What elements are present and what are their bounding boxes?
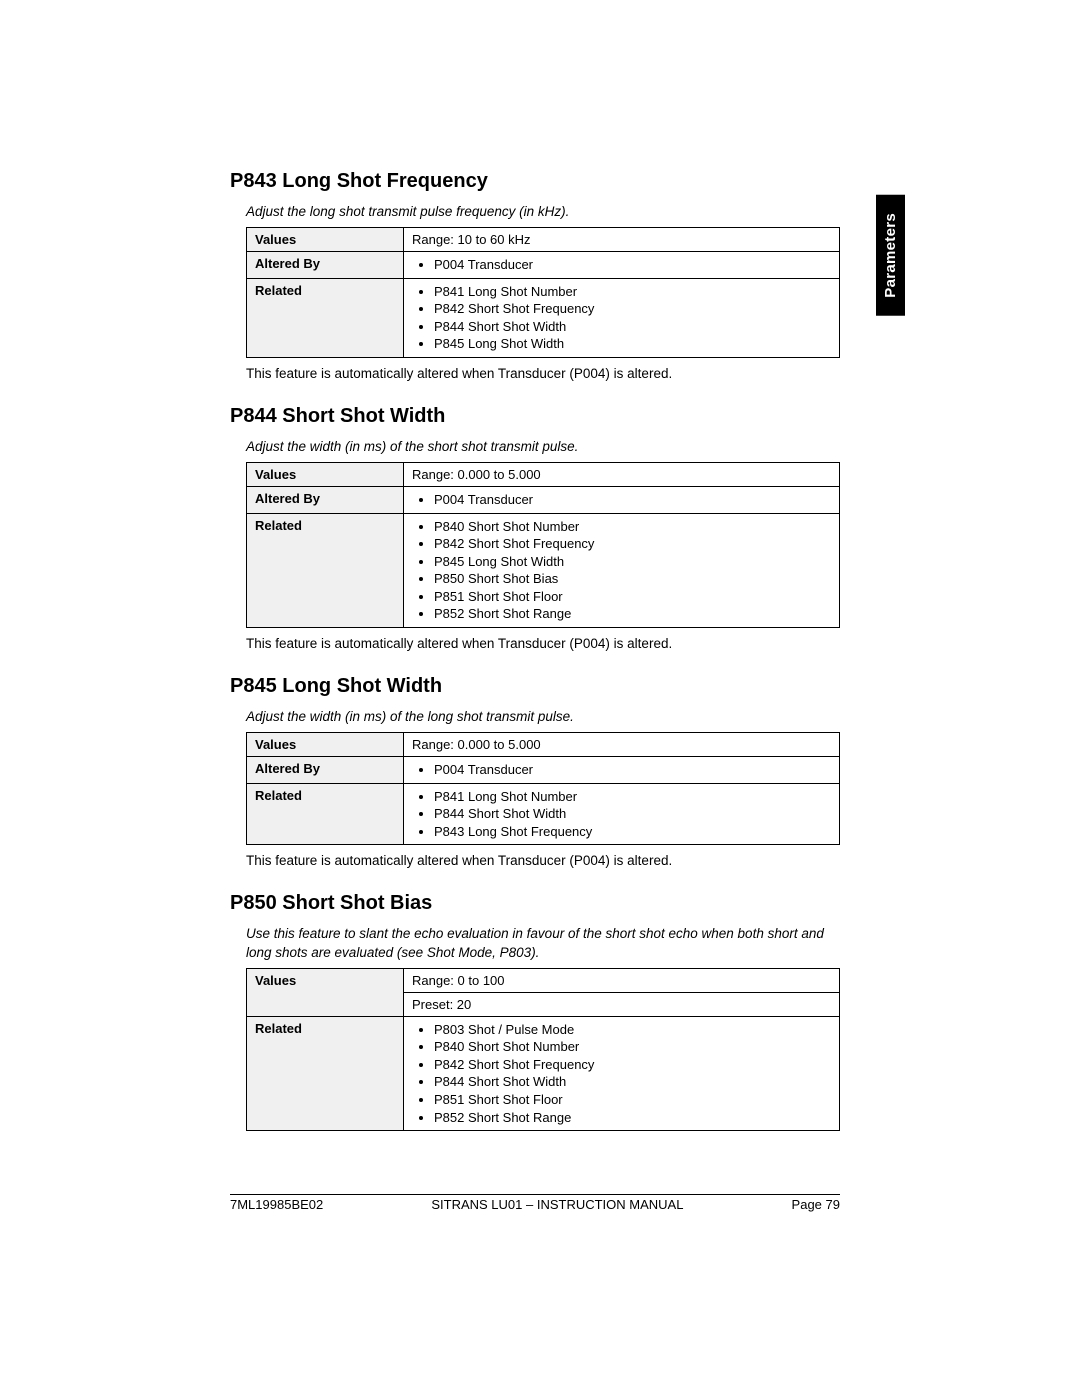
row-value: P841 Long Shot NumberP844 Short Shot Wid… [404, 783, 840, 845]
parameter-section: P843 Long Shot Frequency Adjust the long … [230, 170, 840, 381]
list-item: P844 Short Shot Width [434, 805, 831, 823]
list-item: P840 Short Shot Number [434, 1038, 831, 1056]
list-item: P852 Short Shot Range [434, 605, 831, 623]
footer-doc-id: 7ML19985BE02 [230, 1197, 323, 1212]
list-item: P851 Short Shot Floor [434, 1091, 831, 1109]
row-label: Related [247, 1016, 404, 1130]
value-list: P841 Long Shot NumberP844 Short Shot Wid… [412, 788, 831, 841]
section-title: P843 Long Shot Frequency [230, 170, 840, 193]
parameter-section: P845 Long Shot Width Adjust the width (in… [230, 675, 840, 868]
table-row: Altered By P004 Transducer [247, 757, 840, 784]
section-note: This feature is automatically altered wh… [246, 636, 840, 651]
table-row: ValuesRange: 0 to 100 [247, 968, 840, 992]
row-label: Values [247, 228, 404, 252]
row-value: P004 Transducer [404, 252, 840, 279]
value-list: P004 Transducer [412, 761, 831, 779]
footer-page: Page 79 [792, 1197, 840, 1212]
section-description: Adjust the long shot transmit pulse freq… [246, 203, 840, 221]
row-value: Range: 0 to 100 [404, 968, 840, 992]
row-value: P004 Transducer [404, 757, 840, 784]
parameter-section: P844 Short Shot Width Adjust the width (i… [230, 405, 840, 651]
list-item: P844 Short Shot Width [434, 1073, 831, 1091]
row-value: P841 Long Shot NumberP842 Short Shot Fre… [404, 278, 840, 357]
row-value: Preset: 20 [404, 992, 840, 1016]
list-item: P803 Shot / Pulse Mode [434, 1021, 831, 1039]
table-row: ValuesRange: 10 to 60 kHz [247, 228, 840, 252]
value-list: P840 Short Shot NumberP842 Short Shot Fr… [412, 518, 831, 623]
section-note: This feature is automatically altered wh… [246, 853, 840, 868]
section-title: P850 Short Shot Bias [230, 892, 840, 915]
section-title: P845 Long Shot Width [230, 675, 840, 698]
row-label: Altered By [247, 252, 404, 279]
section-title: P844 Short Shot Width [230, 405, 840, 428]
list-item: P004 Transducer [434, 491, 831, 509]
page-content: P843 Long Shot Frequency Adjust the long … [230, 170, 840, 1143]
list-item: P843 Long Shot Frequency [434, 823, 831, 841]
row-label: Values [247, 463, 404, 487]
list-item: P842 Short Shot Frequency [434, 535, 831, 553]
section-description: Adjust the width (in ms) of the short sh… [246, 438, 840, 456]
list-item: P004 Transducer [434, 761, 831, 779]
list-item: P851 Short Shot Floor [434, 588, 831, 606]
row-value: P004 Transducer [404, 487, 840, 514]
row-value: Range: 0.000 to 5.000 [404, 733, 840, 757]
parameter-section: P850 Short Shot Bias Use this feature to … [230, 892, 840, 1137]
row-label: Related [247, 513, 404, 627]
row-label: Altered By [247, 757, 404, 784]
row-value: P840 Short Shot NumberP842 Short Shot Fr… [404, 513, 840, 627]
row-value: Range: 0.000 to 5.000 [404, 463, 840, 487]
section-description: Use this feature to slant the echo evalu… [246, 925, 840, 961]
side-tab-parameters: Parameters [876, 195, 905, 316]
list-item: P845 Long Shot Width [434, 335, 831, 353]
table-row: RelatedP840 Short Shot NumberP842 Short … [247, 513, 840, 627]
row-label: Altered By [247, 487, 404, 514]
table-row: RelatedP841 Long Shot NumberP842 Short S… [247, 278, 840, 357]
footer-title: SITRANS LU01 – INSTRUCTION MANUAL [431, 1197, 683, 1212]
list-item: P850 Short Shot Bias [434, 570, 831, 588]
list-item: P841 Long Shot Number [434, 788, 831, 806]
table-row: Altered By P004 Transducer [247, 487, 840, 514]
list-item: P852 Short Shot Range [434, 1109, 831, 1127]
parameter-table: ValuesRange: 0.000 to 5.000Altered By P00… [246, 462, 840, 628]
table-row: ValuesRange: 0.000 to 5.000 [247, 463, 840, 487]
list-item: P841 Long Shot Number [434, 283, 831, 301]
row-value: Range: 10 to 60 kHz [404, 228, 840, 252]
list-item: P844 Short Shot Width [434, 318, 831, 336]
parameter-table: ValuesRange: 0 to 100Preset: 20RelatedP8… [246, 968, 840, 1131]
row-label: Values [247, 733, 404, 757]
section-note: This feature is automatically altered wh… [246, 366, 840, 381]
parameter-table: ValuesRange: 10 to 60 kHzAltered By P004 … [246, 227, 840, 358]
value-list: P841 Long Shot NumberP842 Short Shot Fre… [412, 283, 831, 353]
value-list: P004 Transducer [412, 256, 831, 274]
row-label: Values [247, 968, 404, 1016]
row-label: Related [247, 278, 404, 357]
value-list: P004 Transducer [412, 491, 831, 509]
row-value: P803 Shot / Pulse ModeP840 Short Shot Nu… [404, 1016, 840, 1130]
list-item: P840 Short Shot Number [434, 518, 831, 536]
section-description: Adjust the width (in ms) of the long sho… [246, 708, 840, 726]
list-item: P004 Transducer [434, 256, 831, 274]
table-row: ValuesRange: 0.000 to 5.000 [247, 733, 840, 757]
table-row: RelatedP841 Long Shot NumberP844 Short S… [247, 783, 840, 845]
value-list: P803 Shot / Pulse ModeP840 Short Shot Nu… [412, 1021, 831, 1126]
list-item: P845 Long Shot Width [434, 553, 831, 571]
row-label: Related [247, 783, 404, 845]
table-row: Altered By P004 Transducer [247, 252, 840, 279]
parameter-table: ValuesRange: 0.000 to 5.000Altered By P00… [246, 732, 840, 845]
list-item: P842 Short Shot Frequency [434, 300, 831, 318]
list-item: P842 Short Shot Frequency [434, 1056, 831, 1074]
table-row: RelatedP803 Shot / Pulse ModeP840 Short … [247, 1016, 840, 1130]
page-footer: 7ML19985BE02 SITRANS LU01 – INSTRUCTION … [230, 1194, 840, 1212]
